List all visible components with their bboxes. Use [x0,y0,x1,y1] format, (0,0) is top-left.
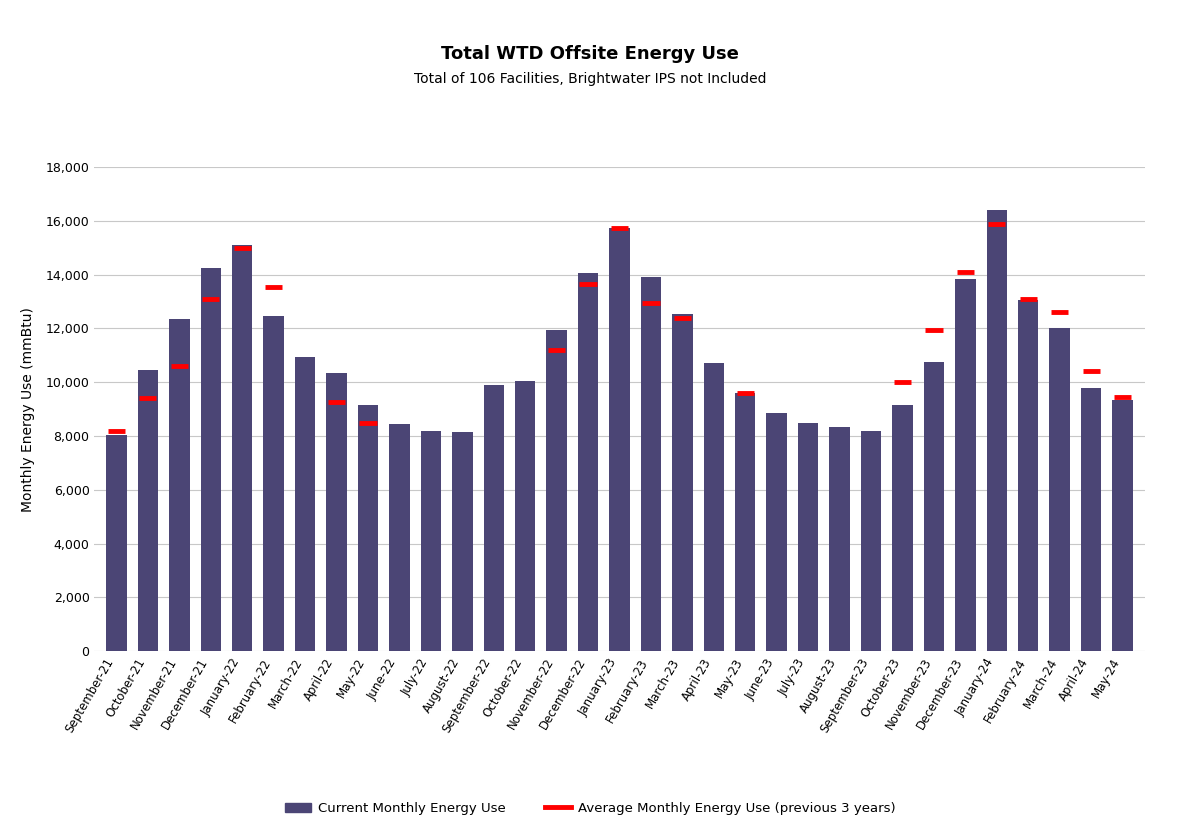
Bar [924,362,944,651]
Bar [232,245,253,651]
Bar [1018,301,1038,651]
Bar [138,370,158,651]
Bar [830,427,850,651]
Bar [673,314,693,651]
Legend: Current Monthly Energy Use, Average Monthly Energy Use (previous 3 years): Current Monthly Energy Use, Average Mont… [280,797,900,820]
Text: Total WTD Offsite Energy Use: Total WTD Offsite Energy Use [441,45,739,63]
Bar [861,431,881,651]
Bar [484,385,504,651]
Text: Total of 106 Facilities, Brightwater IPS not Included: Total of 106 Facilities, Brightwater IPS… [414,73,766,86]
Bar [986,210,1007,651]
Bar [420,431,441,651]
Bar [452,432,472,651]
Bar [703,363,725,651]
Bar [201,268,221,651]
Bar [578,273,598,651]
Bar [106,435,126,651]
Bar [892,405,912,651]
Bar [767,413,787,651]
Bar [389,424,409,651]
Bar [514,381,536,651]
Bar [1049,328,1070,651]
Bar [1081,387,1101,651]
Bar [263,316,284,651]
Bar [169,319,190,651]
Bar [798,423,819,651]
Bar [295,357,315,651]
Bar [546,330,566,651]
Bar [327,372,347,651]
Bar [641,277,661,651]
Bar [955,279,976,651]
Bar [358,405,378,651]
Y-axis label: Monthly Energy Use (mmBtu): Monthly Energy Use (mmBtu) [20,306,34,512]
Bar [609,227,630,651]
Bar [735,393,755,651]
Bar [1113,400,1133,651]
